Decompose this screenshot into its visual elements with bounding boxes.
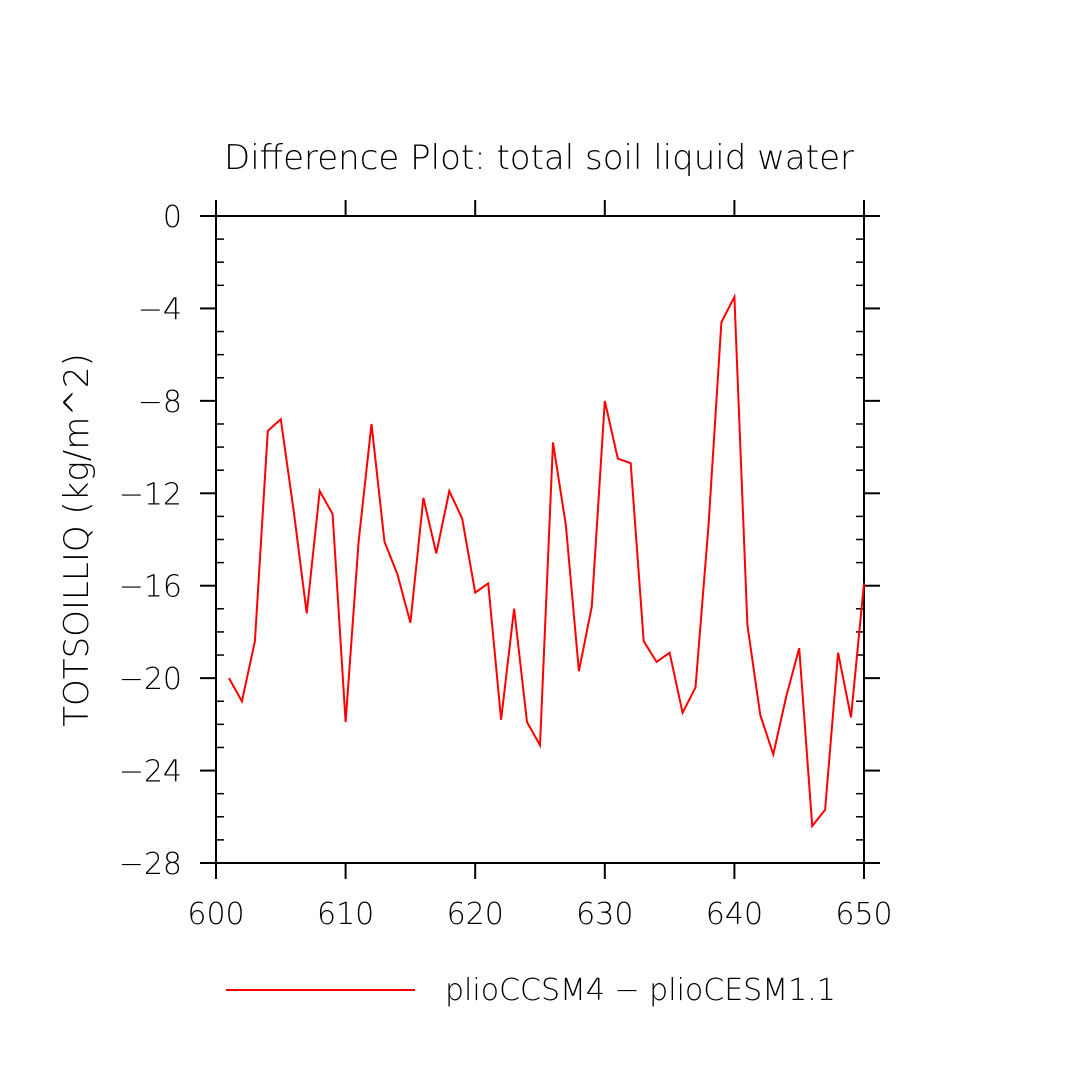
y-tick-label: −20 [119,662,182,697]
y-tick-label: −16 [119,570,182,605]
x-tick-label: 600 [187,897,244,932]
y-tick-label: −12 [119,477,182,512]
legend: plioCCSM4 − plioCESM1.1 [226,973,836,1008]
x-tick-label: 650 [835,897,892,932]
y-tick-label: 0 [163,200,182,235]
y-tick-label: −24 [119,755,182,790]
y-axis-label: TOTSOILLIQ (kg/m^2) [57,353,97,726]
plot-area: 600 610 620 630 640 650 0 −4 −8 −12 −16 −20 −24 −28 [119,200,893,932]
legend-label: plioCCSM4 − plioCESM1.1 [445,973,836,1008]
series-line [228,293,865,829]
plot-frame [215,215,865,864]
y-tick-label: −8 [138,385,182,420]
y-tick-label: −4 [138,292,182,327]
x-tick-label: 620 [447,897,504,932]
x-tick-label: 640 [706,897,763,932]
chart-title: Difference Plot: total soil liquid water [224,138,854,178]
y-tick-label: −28 [119,847,182,882]
x-tick-label: 610 [317,897,374,932]
x-tick-label: 630 [576,897,633,932]
